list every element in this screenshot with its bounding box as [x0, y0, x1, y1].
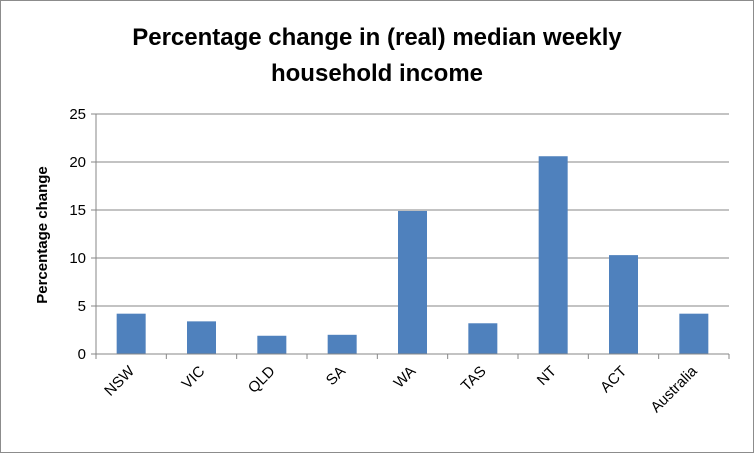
- bar-wa: [398, 210, 427, 354]
- chart-title-line-2: household income: [271, 60, 483, 87]
- y-tick-label: 5: [78, 298, 86, 315]
- bars: [116, 156, 709, 354]
- bar-nt: [538, 156, 568, 354]
- bar-nsw: [116, 313, 146, 354]
- x-tick-label: WA: [391, 363, 420, 392]
- y-tick-label: 25: [69, 106, 86, 123]
- bar-australia: [679, 313, 709, 354]
- y-tick-labels: 0 5 10 15 20 25: [69, 106, 86, 363]
- y-tick-label: 20: [69, 154, 86, 171]
- x-tick-labels: NSW VIC QLD SA WA TAS NT ACT Australia: [101, 362, 701, 416]
- bar-sa: [327, 334, 357, 354]
- y-tick-label: 0: [78, 346, 86, 363]
- y-tick-label: 15: [69, 202, 86, 219]
- x-tick-label: QLD: [245, 363, 279, 397]
- x-tick-label: TAS: [458, 363, 490, 395]
- axes: [91, 113, 730, 359]
- bar-tas: [468, 323, 498, 354]
- y-tick-label: 10: [69, 250, 86, 267]
- bar-vic: [187, 321, 216, 354]
- x-tick-label: SA: [323, 363, 349, 389]
- x-tick-label: NSW: [101, 362, 138, 399]
- chart-title-line-1: Percentage change in (real) median weekl…: [132, 24, 622, 51]
- bar-act: [609, 255, 638, 354]
- x-tick-label: ACT: [597, 363, 630, 396]
- bar-qld: [257, 335, 287, 354]
- x-tick-label: Australia: [647, 362, 701, 416]
- x-tick-label: VIC: [179, 363, 209, 393]
- y-axis-label: Percentage change: [34, 166, 51, 304]
- x-tick-label: NT: [534, 363, 560, 389]
